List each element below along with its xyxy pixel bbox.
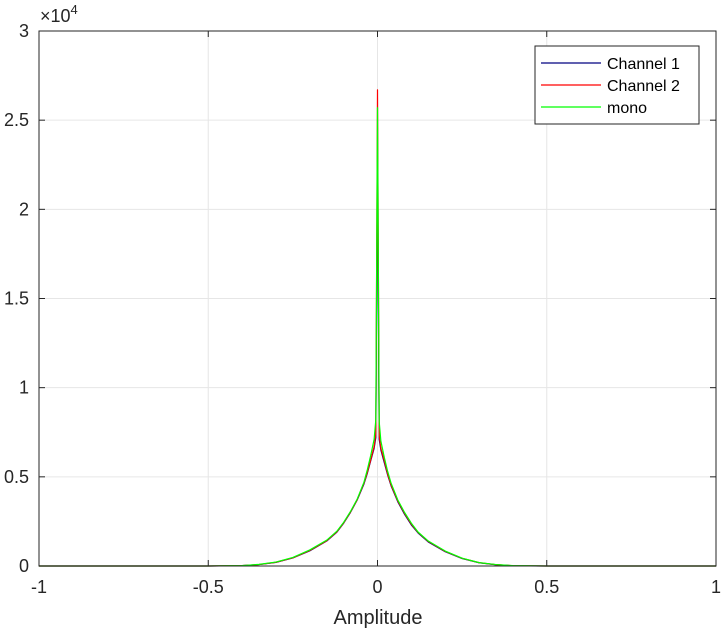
- y-axis-exponent: ×104: [40, 2, 78, 26]
- series-line-mono: [39, 107, 716, 567]
- legend: Channel 1 Channel 2 mono: [534, 45, 700, 125]
- y-tick-label: 1: [19, 378, 29, 398]
- legend-label: mono: [607, 100, 647, 117]
- x-axis-label: Amplitude: [334, 607, 423, 629]
- y-tick-label: 1.5: [4, 289, 29, 309]
- series-layer: [39, 89, 716, 567]
- x-tick-label: 1: [711, 577, 721, 597]
- y-tick-label: 2: [19, 199, 29, 219]
- x-tick-label: -1: [31, 577, 47, 597]
- x-tick-labels: -1 -0.5 0 0.5 1: [31, 577, 721, 597]
- x-tick-label: 0.5: [534, 577, 559, 597]
- legend-label: Channel 1: [607, 56, 680, 73]
- y-tick-label: 0.5: [4, 467, 29, 487]
- legend-label: Channel 2: [607, 78, 680, 95]
- x-tick-label: 0: [372, 577, 382, 597]
- y-tick-label: 0: [19, 556, 29, 576]
- y-tick-label: 2.5: [4, 110, 29, 130]
- y-tick-label: 3: [19, 21, 29, 41]
- y-exponent-power: 4: [71, 2, 78, 17]
- x-tick-label: -0.5: [193, 577, 224, 597]
- y-exponent-base: ×10: [40, 6, 71, 26]
- axis-ticks: [38, 30, 717, 567]
- y-tick-labels: 0 0.5 1 1.5 2 2.5 3: [4, 21, 29, 576]
